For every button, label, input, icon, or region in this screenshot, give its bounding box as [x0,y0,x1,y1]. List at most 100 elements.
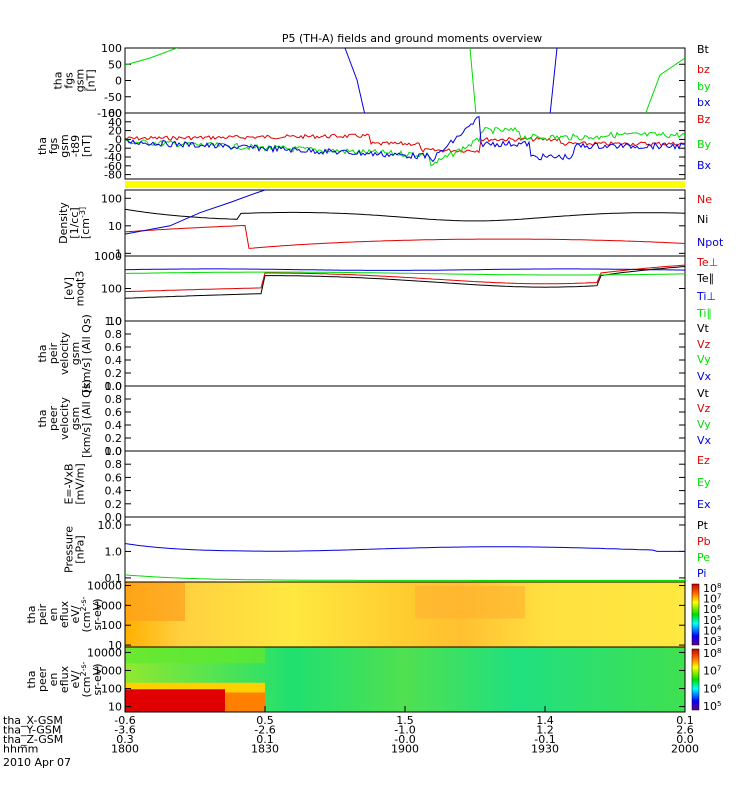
y-axis-label: peir [47,342,60,364]
legend-Pt: Pt [697,519,709,532]
legend-Npot: Npot [697,236,724,249]
y-axis-label: [cm-3] [78,207,92,239]
y-axis-label: tha [36,137,49,155]
series-bx-drop1 [344,48,366,113]
y-axis-label: peer [47,406,60,432]
legend-Pb: Pb [697,535,711,548]
panel-frame [124,385,686,452]
y-tick-label: 0.4 [105,354,123,367]
legend-Vz: Vz [697,338,711,351]
colorbar [691,583,700,646]
x-row-value: -3.6 [114,724,135,737]
legend-Vz: Vz [697,402,711,415]
lines-temp [125,264,685,299]
y-axis-label: tha [36,409,49,427]
legend-Ex: Ex [697,498,711,511]
colorbar-label: 104 [703,624,722,637]
y-tick-label: -20 [104,142,122,155]
y-tick-label: 60 [108,107,122,120]
y-axis-label: [mV/m] [74,463,87,504]
y-tick-label: 10.0 [98,519,123,532]
x-row-value: 1930 [531,743,559,756]
chart-title: P5 (TH-A) fields and ground moments over… [282,32,542,45]
y-axis-label: [nPa] [74,535,87,563]
y-axis-label: Pressure [63,526,76,573]
legend-Ey: Ey [697,476,711,489]
y-axis-label: tha [36,344,49,362]
y-axis-label: moqt3 [74,271,87,307]
legend-Ni: Ni [697,213,708,226]
x-row-value: -0.0 [394,733,415,746]
y-tick-label: 100 [101,619,122,632]
y-axis-label: tha [25,605,38,623]
y-tick-label: 0.4 [105,419,123,432]
x-row-value: 2000 [671,743,699,756]
y-tick-label: 0.6 [105,341,123,354]
y-axis-label: en [47,673,60,687]
x-row-value: -0.6 [114,714,135,727]
y-axis-label: fgs [47,137,60,154]
y-tick-label: 0.8 [105,328,123,341]
legend-Ti∥: Ti∥ [696,307,712,320]
y-tick-label: 0.2 [105,367,123,380]
x-row-value: 1.2 [536,724,554,737]
x-row-value: 1830 [251,743,279,756]
y-tick-label: 50 [108,58,122,71]
y-axis-label: eV/ [69,605,82,623]
y-tick-label: 0.6 [105,471,123,484]
colorbar [691,648,700,711]
series-Ni [125,208,685,222]
y-axis-label: velocity [58,332,71,375]
panel-vele: 1.00.80.60.40.20.0thapeervelocitygsm[km/… [36,379,712,458]
series-by-start [125,48,179,66]
y-axis-label: (cm2-s- [79,596,93,632]
x-row-value: -0.1 [534,733,555,746]
panel-frame [124,320,686,387]
y-tick-label: 20 [108,125,122,138]
ion-spectrogram-peak [415,586,525,619]
electron-spectrogram-low [125,689,225,712]
y-tick-label: 0.2 [105,498,123,511]
lines-bfull [125,48,685,113]
y-tick-label: -50 [104,91,122,104]
y-tick-label: -100 [97,107,122,120]
lines-pressure [125,543,685,581]
x-row-value: 1800 [111,743,139,756]
x-row-value: 0.1 [256,733,274,746]
x-row-value: 0.0 [676,733,694,746]
panel-frame [124,47,686,114]
legend-Te∥: Te∥ [696,272,714,285]
y-tick-label: 0.8 [105,458,123,471]
legend-Bt: Bt [697,43,710,56]
legend-Bx: Bx [697,159,712,172]
panels: 100500-50-100thafgsgsm[nT]Btbzbybx604020… [25,42,724,714]
y-axis-label: [nT] [85,69,98,91]
legend-Vy: Vy [697,353,711,366]
y-tick-label: 10000 [87,646,122,659]
y-tick-label: 1.0 [105,545,123,558]
y-tick-label: 40 [108,116,122,129]
x-row-value: 0.1 [676,714,694,727]
panel-density: 100 10 1 Density[1/cc][cm-3] Ne Ni Npot [57,189,724,260]
lines-bdetr [125,115,685,167]
panel-veli: 1.00.80.60.40.20.0thapeirvelocitygsm[km/… [36,314,712,393]
x-axis: tha_X-GSM -0.6 0.5 1.5 1.4 0.1 tha_Y-GSM -3.6 -2… [3,706,699,769]
legend-Vt: Vt [697,387,710,400]
y-axis-label: en [47,608,60,622]
series-Bx [125,115,685,163]
panel-frame [124,516,686,583]
y-axis-label: [nT] [80,135,93,157]
legend-Pi: Pi [697,567,706,580]
y-tick-label: 1000 [94,599,122,612]
x-row-value: 0.5 [256,714,274,727]
legend-Ez: Ez [697,454,710,467]
x-row-value: 2.6 [676,724,694,737]
colorbar-label: 108 [703,647,721,660]
y-axis-label: eV/ [69,670,82,688]
panel-frame [124,112,686,180]
y-tick-label: 100 [101,283,122,296]
y-axis-label: (cm2-s- [79,661,93,697]
y-axis-label: tha [52,71,65,89]
